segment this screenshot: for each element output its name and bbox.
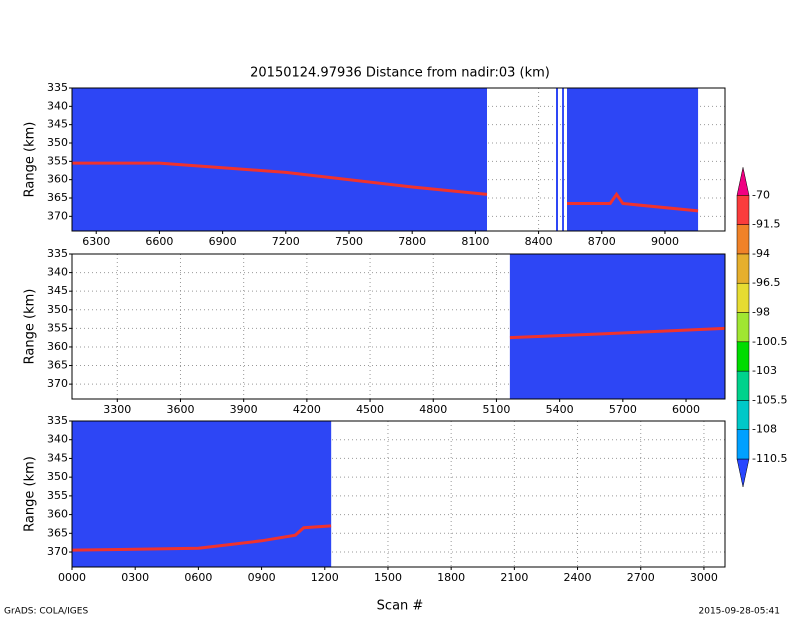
x-tick-label: 6000 — [672, 403, 700, 416]
y-tick-label: 360 — [47, 508, 68, 521]
y-tick-label: 335 — [47, 414, 68, 427]
x-tick-label: 2400 — [564, 571, 592, 584]
y-tick-label: 365 — [47, 359, 68, 372]
x-tick-label: 2100 — [500, 571, 528, 584]
data-coverage — [562, 88, 564, 231]
x-tick-label: 4200 — [293, 403, 321, 416]
y-tick-label: 350 — [47, 136, 68, 149]
y-tick-label: 340 — [47, 266, 68, 279]
y-tick-label: 370 — [47, 545, 68, 558]
y-tick-label: 350 — [47, 470, 68, 483]
y-tick-label: 355 — [47, 321, 68, 334]
x-tick-label: 9000 — [651, 235, 679, 248]
colorbar-segment — [736, 400, 750, 430]
x-tick-label: 5700 — [609, 403, 637, 416]
x-tick-label: 3900 — [230, 403, 258, 416]
colorbar-label: -103 — [752, 364, 777, 377]
data-coverage — [567, 88, 699, 231]
y-tick-label: 370 — [47, 377, 68, 390]
colorbar-segment — [736, 429, 750, 460]
colorbar-segment — [736, 282, 750, 313]
colorbar-segment — [736, 312, 750, 343]
surface-line — [509, 326, 726, 340]
x-tick-label: 1500 — [374, 571, 402, 584]
y-tick-label: 340 — [47, 433, 68, 446]
colorbar-label: -70 — [752, 188, 770, 201]
y-tick-label: 355 — [47, 154, 68, 167]
data-coverage — [72, 88, 487, 231]
x-tick-label: 1200 — [311, 571, 339, 584]
colorbar-label: -100.5 — [752, 335, 787, 348]
x-tick-label: 0900 — [248, 571, 276, 584]
surface-line — [72, 161, 699, 213]
colorbar-label: -108 — [752, 423, 777, 436]
y-axis-label: Range (km) — [23, 456, 38, 532]
x-tick-label: 0000 — [58, 571, 86, 584]
x-tick-label: 7200 — [272, 235, 300, 248]
data-coverage — [556, 88, 558, 231]
colorbar-label: -96.5 — [752, 276, 780, 289]
plot-frame — [71, 87, 726, 232]
x-tick-label: 7800 — [398, 235, 426, 248]
y-axis-label: Range (km) — [23, 122, 38, 198]
colorbar-segment — [736, 370, 750, 401]
y-tick-label: 345 — [47, 284, 68, 297]
data-coverage — [509, 254, 725, 399]
x-tick-label: 2700 — [627, 571, 655, 584]
x-tick-label: 6900 — [209, 235, 237, 248]
x-tick-label: 8100 — [461, 235, 489, 248]
chart-title: 20150124.97936 Distance from nadir:03 (k… — [250, 66, 550, 81]
y-tick-label: 360 — [47, 173, 68, 186]
y-tick-label: 360 — [47, 340, 68, 353]
footer-right: 2015-09-28-05:41 — [699, 607, 781, 617]
x-tick-label: 4500 — [356, 403, 384, 416]
colorbar-segment — [736, 195, 750, 225]
colorbar-segment — [736, 341, 750, 372]
y-tick-label: 350 — [47, 303, 68, 316]
x-tick-label: 7500 — [335, 235, 363, 248]
y-tick-label: 335 — [47, 81, 68, 94]
colorbar-label: -91.5 — [752, 218, 780, 231]
x-tick-label: 8400 — [525, 235, 553, 248]
x-tick-label: 5100 — [482, 403, 510, 416]
colorbar-segment — [736, 167, 750, 196]
surface-line — [71, 524, 332, 552]
y-tick-label: 355 — [47, 489, 68, 502]
colorbar-segment — [736, 253, 750, 284]
y-axis-label: Range (km) — [23, 289, 38, 365]
y-tick-label: 370 — [47, 209, 68, 222]
y-tick-label: 345 — [47, 118, 68, 131]
x-tick-label: 3600 — [166, 403, 194, 416]
x-tick-label: 0600 — [184, 571, 212, 584]
x-tick-label: 3300 — [103, 403, 131, 416]
colorbar-label: -110.5 — [752, 452, 787, 465]
colorbar-segment — [736, 224, 750, 255]
colorbar-label: -98 — [752, 306, 770, 319]
colorbar-label: -94 — [752, 247, 770, 260]
x-tick-label: 6600 — [145, 235, 173, 248]
y-tick-label: 365 — [47, 191, 68, 204]
x-tick-label: 4800 — [419, 403, 447, 416]
x-tick-label: 3000 — [690, 571, 718, 584]
plot-frame — [71, 253, 726, 400]
y-tick-label: 345 — [47, 451, 68, 464]
y-tick-label: 340 — [47, 99, 68, 112]
x-tick-label: 0300 — [121, 571, 149, 584]
data-coverage — [72, 421, 332, 567]
plot-frame — [71, 420, 726, 568]
x-tick-label: 1800 — [437, 571, 465, 584]
colorbar-label: -105.5 — [752, 393, 787, 406]
y-tick-label: 365 — [47, 526, 68, 539]
colorbar-segment — [736, 458, 750, 488]
y-tick-label: 335 — [47, 247, 68, 260]
footer-left: GrADS: COLA/IGES — [4, 607, 88, 617]
x-tick-label: 8700 — [588, 235, 616, 248]
x-axis-label: Scan # — [377, 599, 424, 614]
x-tick-label: 5400 — [546, 403, 574, 416]
x-tick-label: 6300 — [82, 235, 110, 248]
